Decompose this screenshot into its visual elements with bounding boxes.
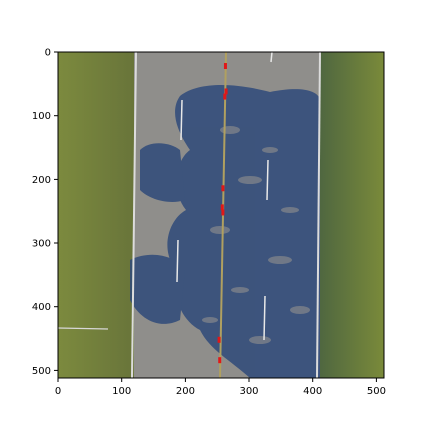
red-marker	[221, 209, 225, 216]
lane-dashes	[176, 52, 273, 341]
right-edge-line	[316, 52, 321, 378]
x-tick-label: 300	[239, 386, 258, 397]
axes-frame	[57, 51, 385, 379]
red-marker	[223, 93, 227, 100]
y-tick-label: 300	[32, 239, 51, 250]
red-marker	[217, 336, 221, 343]
x-axis: 0 100 200 300 400 500	[55, 378, 386, 397]
right-grass-verge	[318, 52, 384, 378]
red-marker	[224, 88, 228, 95]
tree-shadow-area	[130, 85, 320, 378]
red-marker	[223, 63, 227, 70]
y-tick-label: 100	[32, 111, 51, 122]
sun-patches	[202, 126, 310, 344]
x-tick-label: 0	[55, 386, 61, 397]
red-marker	[221, 185, 225, 192]
x-tick-label: 500	[367, 386, 386, 397]
x-tick-label: 200	[176, 386, 195, 397]
y-tick-label: 400	[32, 302, 51, 313]
x-tick-label: 100	[112, 386, 131, 397]
ground-line	[58, 327, 109, 330]
x-tick-label: 400	[303, 386, 322, 397]
red-markers	[217, 63, 228, 364]
y-axis: 0 100 200 300 400 500	[32, 48, 58, 377]
y-tick-label: 0	[45, 48, 51, 59]
left-grass-verge	[58, 52, 136, 378]
left-edge-line	[131, 52, 137, 378]
y-tick-label: 500	[32, 366, 51, 377]
aerial-road-photo	[58, 52, 384, 378]
red-marker	[220, 204, 224, 211]
y-tick-label: 200	[32, 175, 51, 186]
red-marker	[218, 357, 222, 364]
